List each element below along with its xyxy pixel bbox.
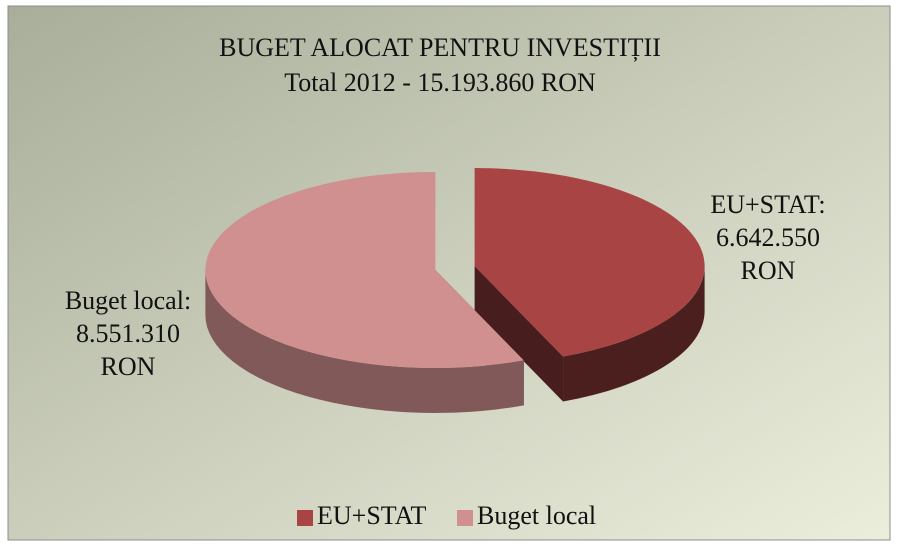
- legend: EU+STAT Buget local: [297, 501, 596, 530]
- chart-area: [7, 5, 891, 541]
- chart-subtitle: Total 2012 - 15.193.860 RON: [284, 68, 596, 97]
- data-label: EU+STAT: 6.642.550 RON: [710, 190, 825, 285]
- legend-swatch: [297, 510, 313, 526]
- slice-side: [563, 266, 705, 402]
- chart-title: BUGET ALOCAT PENTRU INVESTIȚII: [219, 33, 661, 62]
- pie: [205, 168, 705, 413]
- slice: [205, 171, 524, 368]
- slice-side: [205, 269, 524, 413]
- legend-swatch: [457, 510, 473, 526]
- slice-wall: [474, 266, 564, 402]
- data-label: Buget local: 8.551.310 RON: [65, 286, 191, 381]
- slice: [474, 168, 705, 357]
- legend-label: EU+STAT: [317, 501, 426, 530]
- legend-label: Buget local: [477, 501, 596, 530]
